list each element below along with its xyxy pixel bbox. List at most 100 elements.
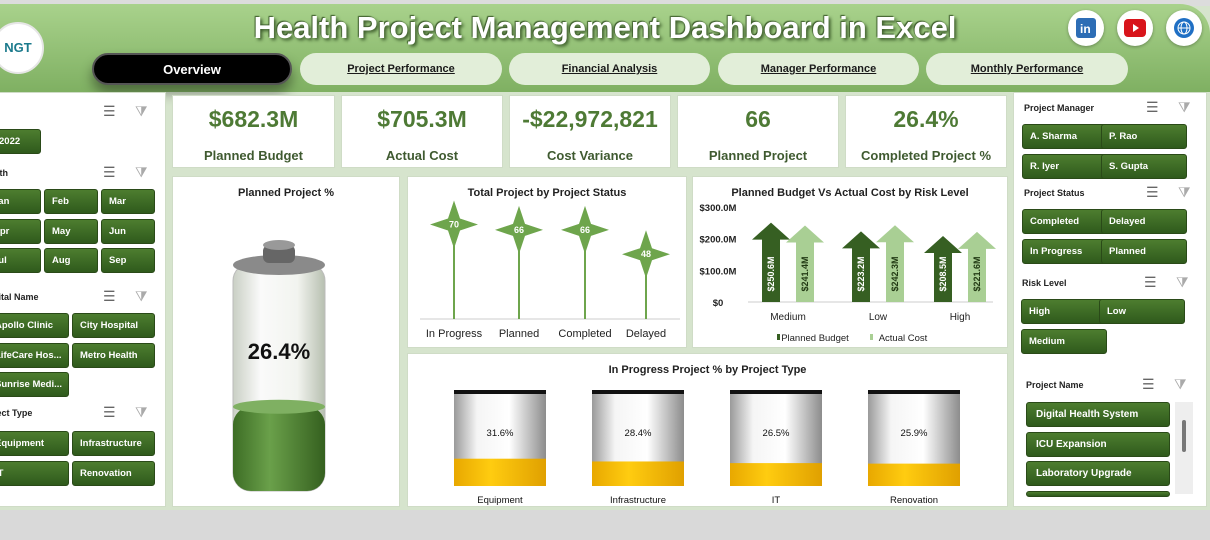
data-label: $221.6M (972, 256, 982, 291)
clear-filter-icon[interactable]: ⧩ (1178, 99, 1191, 115)
project-type-button[interactable]: Infrastructure (72, 431, 155, 456)
status-button[interactable]: In Progress (1022, 238, 1108, 264)
kpi-label: Planned Budget (204, 148, 303, 163)
month-button[interactable]: Feb (44, 189, 98, 214)
tab-manager-performance[interactable]: Manager Performance (718, 53, 919, 85)
kpi-value: $682.3M (208, 106, 299, 132)
clear-filter-icon[interactable]: ⧩ (135, 404, 148, 420)
kpi-card: $682.3M Planned Budget (172, 95, 335, 168)
risk-button[interactable]: Low (1099, 299, 1185, 324)
cylinder-top (868, 390, 960, 394)
status-button[interactable]: Delayed (1101, 209, 1187, 234)
battery-fill (233, 406, 325, 491)
kpi-label: Planned Project (708, 148, 808, 163)
legend-swatch (870, 334, 873, 340)
risk-button[interactable]: Medium (1021, 328, 1107, 354)
linkedin-icon[interactable]: in (1068, 10, 1104, 46)
data-label: 26.5% (763, 428, 790, 439)
clear-filter-icon[interactable]: ⧩ (1178, 184, 1191, 200)
category-label: Planned (499, 328, 539, 340)
globe-icon[interactable] (1166, 10, 1202, 46)
chart-title: Total Project by Project Status (467, 187, 627, 199)
multi-select-icon[interactable]: ☰ (103, 288, 116, 304)
hospital-button[interactable]: Apollo Clinic (0, 313, 69, 338)
clear-filter-icon[interactable]: ⧩ (1174, 376, 1187, 392)
manager-filter-title: Project Manager (1024, 103, 1095, 113)
clear-filter-icon[interactable]: ⧩ (1176, 274, 1189, 290)
kpi-card: $705.3M Actual Cost (341, 95, 503, 168)
year-button[interactable]: 2022 (0, 129, 41, 154)
cylinder-top (592, 390, 684, 394)
kpi-label: Completed Project % (860, 148, 992, 163)
project-name-filter-title: Project Name (1026, 380, 1084, 390)
data-label: 48 (641, 249, 651, 259)
multi-select-icon[interactable]: ☰ (103, 164, 116, 180)
y-tick-label: $100.0M (700, 266, 737, 277)
month-button[interactable]: Apr (0, 218, 41, 244)
tab-overview[interactable]: Overview (92, 53, 292, 85)
left-filter-panel: Year☰⧩2022Month☰⧩JanFebMarAprMayJunJulAu… (0, 92, 166, 507)
hospital-button[interactable]: Metro Health (72, 342, 155, 368)
top-strip (0, 0, 1210, 6)
scrollbar-thumb[interactable] (1182, 420, 1186, 452)
chart-title: Planned Project % (238, 187, 334, 199)
gauge-value: 26.4% (248, 339, 310, 364)
project-type-button[interactable]: Equipment (0, 431, 69, 456)
manager-button[interactable]: S. Gupta (1101, 153, 1187, 179)
clear-filter-icon[interactable]: ⧩ (135, 103, 148, 119)
month-button[interactable]: May (44, 218, 98, 244)
status-button[interactable]: Completed (1022, 209, 1108, 234)
kpi-value: $705.3M (377, 106, 467, 132)
manager-button[interactable]: R. Iyer (1022, 153, 1108, 179)
hospital-button[interactable]: City Hospital (72, 313, 155, 338)
project-type-button[interactable]: Renovation (72, 461, 155, 486)
project-name-button[interactable]: Laboratory Upgrade (1026, 461, 1170, 486)
tab-project-performance[interactable]: Project Performance (300, 53, 502, 85)
project-type-button[interactable]: IT (0, 461, 69, 486)
clear-filter-icon[interactable]: ⧩ (135, 164, 148, 180)
month-button[interactable]: Jun (101, 218, 155, 244)
youtube-icon[interactable] (1117, 10, 1153, 46)
cylinder-fill (454, 458, 546, 486)
tab-monthly-performance[interactable]: Monthly Performance (926, 53, 1128, 85)
data-label: 70 (449, 220, 459, 230)
hospital-button[interactable]: Sunrise Medi... (0, 372, 69, 397)
kpi-label: Actual Cost (385, 148, 459, 163)
right-filter-panel: Project Manager ☰ ⧩ A. Sharma P. Rao R. Iyer S… (1013, 92, 1207, 507)
multi-select-icon[interactable]: ☰ (103, 404, 116, 420)
cylinder-fill (730, 463, 822, 486)
chart-title: In Progress Project % by Project Type (608, 364, 807, 376)
data-label: $250.6M (766, 256, 776, 291)
month-button[interactable]: Jul (0, 248, 41, 273)
star-marker (622, 230, 670, 279)
multi-select-icon[interactable]: ☰ (1144, 274, 1157, 290)
category-label: High (950, 312, 971, 323)
y-tick-label: $200.0M (700, 235, 737, 246)
hospital-button[interactable]: LifeCare Hos... (0, 342, 69, 368)
category-label: Completed (558, 328, 611, 340)
project-name-button[interactable]: Digital Health System (1026, 402, 1170, 427)
multi-select-icon[interactable]: ☰ (1146, 99, 1159, 115)
manager-button[interactable]: P. Rao (1101, 124, 1187, 149)
month-button[interactable]: Jan (0, 189, 41, 214)
project-name-button-partial[interactable] (1026, 491, 1170, 497)
manager-button[interactable]: A. Sharma (1022, 124, 1108, 149)
multi-select-icon[interactable]: ☰ (103, 103, 116, 119)
project-name-button[interactable]: ICU Expansion (1026, 431, 1170, 457)
category-label: Infrastructure (610, 495, 666, 506)
svg-text:in: in (1080, 22, 1091, 36)
status-button[interactable]: Planned (1101, 238, 1187, 264)
month-button[interactable]: Aug (44, 248, 98, 273)
cylinder-top (730, 390, 822, 394)
multi-select-icon[interactable]: ☰ (1142, 376, 1155, 392)
multi-select-icon[interactable]: ☰ (1146, 184, 1159, 200)
month-button[interactable]: Mar (101, 189, 155, 214)
legend-swatch (777, 334, 780, 340)
cylinder-fill (868, 463, 960, 486)
kpi-card: -$22,972,821 Cost Variance (509, 95, 671, 168)
clear-filter-icon[interactable]: ⧩ (135, 288, 148, 304)
risk-button[interactable]: High (1021, 299, 1107, 324)
arrow-bar-planned-budget (752, 222, 790, 302)
month-button[interactable]: Sep (101, 248, 155, 273)
tab-financial-analysis[interactable]: Financial Analysis (509, 53, 710, 85)
